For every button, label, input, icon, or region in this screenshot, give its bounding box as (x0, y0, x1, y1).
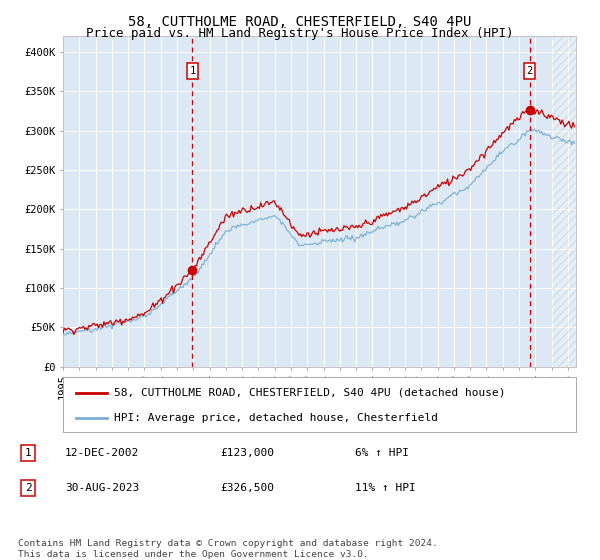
Text: £123,000: £123,000 (220, 448, 274, 458)
Text: 6% ↑ HPI: 6% ↑ HPI (355, 448, 409, 458)
Text: Price paid vs. HM Land Registry's House Price Index (HPI): Price paid vs. HM Land Registry's House … (86, 27, 514, 40)
Text: 58, CUTTHOLME ROAD, CHESTERFIELD, S40 4PU: 58, CUTTHOLME ROAD, CHESTERFIELD, S40 4P… (128, 15, 472, 29)
Text: 30-AUG-2023: 30-AUG-2023 (65, 483, 139, 493)
Text: 12-DEC-2002: 12-DEC-2002 (65, 448, 139, 458)
Text: 2: 2 (527, 66, 533, 76)
Text: 1: 1 (190, 66, 196, 76)
Text: 58, CUTTHOLME ROAD, CHESTERFIELD, S40 4PU (detached house): 58, CUTTHOLME ROAD, CHESTERFIELD, S40 4P… (115, 388, 506, 398)
Text: HPI: Average price, detached house, Chesterfield: HPI: Average price, detached house, Ches… (115, 413, 438, 422)
Text: 2: 2 (25, 483, 31, 493)
Text: £326,500: £326,500 (220, 483, 274, 493)
Text: 11% ↑ HPI: 11% ↑ HPI (355, 483, 416, 493)
Text: 1: 1 (25, 448, 31, 458)
Text: Contains HM Land Registry data © Crown copyright and database right 2024.
This d: Contains HM Land Registry data © Crown c… (18, 539, 438, 559)
